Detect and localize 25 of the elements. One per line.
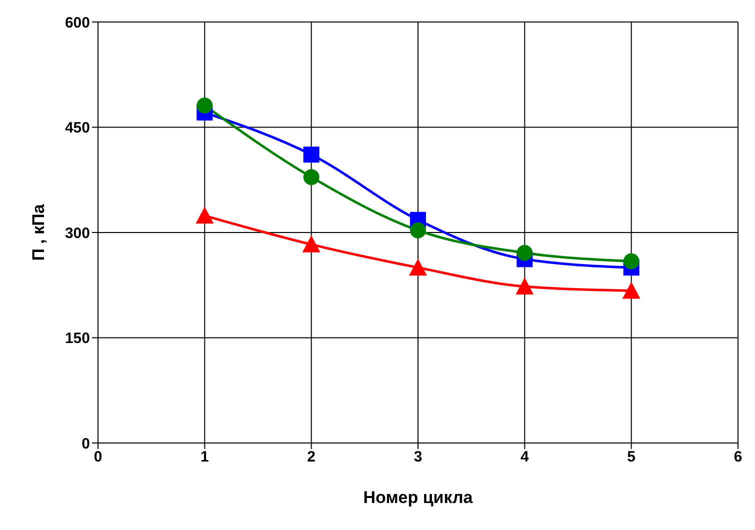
y-tick-label: 0 — [82, 435, 90, 452]
y-axis-title: П , кПа — [29, 204, 48, 261]
y-tick-label: 300 — [64, 224, 90, 242]
x-tick-label: 4 — [520, 448, 530, 466]
point — [302, 235, 320, 252]
point — [303, 146, 320, 163]
point — [516, 278, 534, 295]
x-tick-label: 3 — [414, 448, 422, 466]
x-tick-label: 2 — [307, 448, 316, 466]
point — [303, 169, 320, 186]
point — [622, 282, 640, 299]
point — [196, 98, 213, 114]
y-tick-label: 600 — [64, 14, 90, 32]
point — [516, 244, 533, 261]
x-tick-label: 1 — [200, 448, 209, 466]
x-tick-label: 5 — [627, 448, 636, 466]
point — [623, 253, 640, 270]
point — [409, 258, 427, 276]
x-tick-label: 0 — [94, 448, 102, 466]
point — [196, 206, 214, 224]
point — [410, 222, 426, 238]
y-tick-label: 150 — [64, 330, 90, 348]
y-tick-label: 450 — [64, 120, 90, 137]
x-axis-title: Номер цикла — [363, 488, 474, 507]
x-tick-label: 6 — [734, 448, 742, 466]
